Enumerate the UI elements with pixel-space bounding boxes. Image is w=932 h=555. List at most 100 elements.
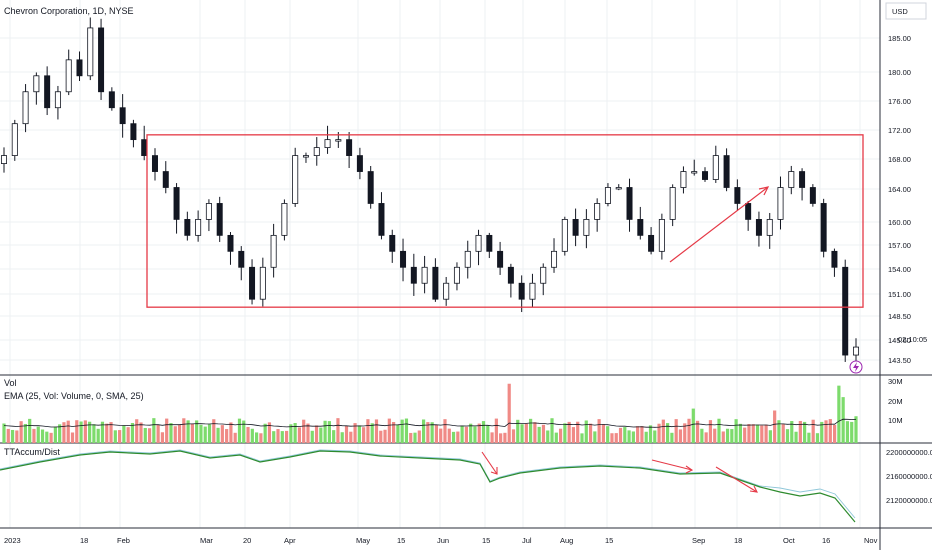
volume-bar [563,423,567,443]
volume-bar [426,422,430,443]
candle [842,259,849,362]
volume-bar [606,426,610,443]
volume-bar [2,423,6,443]
volume-bar [695,420,700,443]
volume-bar [460,425,464,443]
volume-bar [533,422,537,443]
time-tick-label: Jul [522,536,532,545]
volume-bar [75,420,79,443]
volume-bar [473,426,477,443]
time-tick-label: Aug [560,536,573,545]
volume-bar [349,431,353,443]
price-tick-label: 145.60 [888,336,911,345]
volume-bar [237,418,242,443]
volume-bar [631,431,635,443]
lightning-icon[interactable] [849,360,863,374]
volume-bar [165,418,169,443]
volume-bar [768,430,772,443]
accum-dist-line [0,450,856,523]
volume-bar [760,425,764,443]
volume-bar [370,423,374,443]
volume-bar [717,418,721,443]
volume-bar [396,424,400,443]
candle [777,176,784,230]
range-box[interactable] [146,134,864,308]
candle [594,198,601,232]
volume-bar [177,424,182,443]
volume-bar [683,423,687,443]
volume-bar [400,419,404,443]
volume-bar [516,419,520,443]
accum-arrow-3[interactable] [715,466,758,493]
volume-bar [636,426,640,443]
volume-bar [743,427,747,443]
candle [119,94,126,138]
volume-bar [618,427,623,443]
volume-bar [280,431,284,443]
price-tick-label: 151.00 [888,290,911,299]
volume-bar [220,425,224,443]
price-tick-label: 185.00 [888,34,911,43]
time-tick-label: Oct [783,536,796,545]
volume-bar [105,423,109,443]
price-tick-label: 160.00 [888,218,911,227]
candle [680,166,687,194]
candle [378,192,385,240]
volume-bar [195,420,199,443]
accum-arrow-2[interactable] [651,459,694,474]
volume-bar [687,418,691,443]
volume-bar [571,427,576,443]
candle [540,263,547,296]
volume-bar [199,424,203,443]
volume-bar [383,429,387,443]
candle [98,18,105,100]
volume-bar [477,423,481,443]
volume-bar [122,425,126,443]
volume-bar [648,425,653,443]
volume-axis-labels: 30M 20M 10M [888,377,903,425]
candle [691,159,698,176]
candle [788,165,795,195]
volume-bar [721,431,725,443]
candle [302,152,309,163]
volume-bar [19,421,23,443]
candle [87,17,94,81]
volume-bar [781,424,785,443]
time-tick-label: 18 [734,536,742,545]
volume-bar [785,429,790,443]
candle [831,248,838,277]
volume-bar [362,427,366,443]
volume-bar [160,432,165,443]
volume-bar [417,430,421,443]
candle [615,184,622,191]
volume-bar [289,424,293,443]
volume-bar [537,426,541,443]
volume-bar [327,421,331,443]
volume-bar [777,420,781,443]
price-tick-label: 164.00 [888,185,911,194]
volume-bar [340,432,344,443]
volume-bar [143,427,147,443]
volume-ema-line [3,418,857,428]
price-axis-labels: 185.00 180.00 176.00 172.00 168.00 164.00 160.… [888,34,911,365]
volume-bar [404,418,409,443]
volume-tick-label: 20M [888,397,903,406]
uptrend-arrow[interactable] [669,186,770,263]
candle [65,49,72,96]
candle [11,119,18,161]
volume-bar [126,427,130,443]
volume-bar [751,424,755,443]
candle [130,119,137,148]
volume-bar [88,421,92,443]
volume-bar [678,429,683,443]
time-tick-label: 15 [482,536,490,545]
currency-button[interactable] [885,2,927,20]
time-tick-label: Apr [284,536,296,545]
volume-bar [832,424,837,443]
volume-bar [580,433,584,443]
accum-arrow-1[interactable] [481,451,498,475]
accum-ema-line [0,449,856,519]
volume-bar [45,431,49,443]
price-tick-label: 148.50 [888,312,911,321]
